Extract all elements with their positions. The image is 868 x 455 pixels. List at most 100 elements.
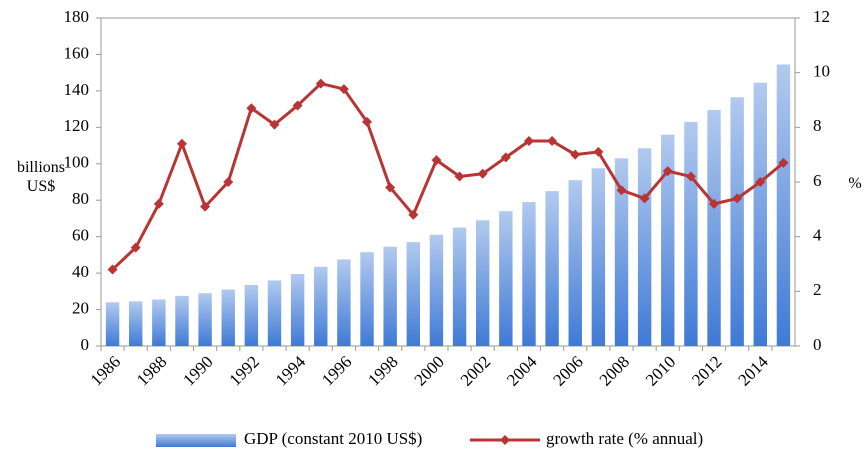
y-tick-label: 120 — [64, 116, 90, 135]
line-marker — [130, 242, 141, 253]
bar — [776, 64, 791, 346]
y-tick-label: 20 — [72, 298, 89, 317]
line-marker — [570, 149, 581, 160]
y2-tick-label: 12 — [813, 7, 830, 26]
line-marker — [500, 152, 511, 163]
x-tick-label: 2012 — [688, 352, 725, 389]
y2-axis-title: % — [848, 175, 862, 192]
line-marker — [315, 78, 326, 89]
line-marker — [523, 136, 534, 146]
legend-label: growth rate (% annual) — [546, 429, 703, 448]
y-tick-label: 100 — [64, 153, 90, 172]
bar — [591, 168, 606, 346]
line-marker — [200, 201, 211, 212]
y2-tick-label: 4 — [813, 226, 822, 245]
line-marker — [153, 198, 164, 209]
line-marker — [709, 198, 720, 209]
x-tick-label: 1994 — [272, 352, 310, 390]
line-marker — [292, 100, 303, 111]
bar — [730, 97, 744, 347]
y2-tick-label: 8 — [813, 116, 822, 135]
bar — [661, 134, 675, 346]
line-marker — [246, 103, 257, 114]
x-tick-label: 2002 — [457, 352, 494, 389]
bar — [452, 227, 467, 346]
bar — [198, 293, 212, 346]
x-tick-label: 2000 — [411, 352, 448, 389]
y-tick-label: 80 — [72, 189, 89, 208]
x-tick-label: 1996 — [318, 352, 355, 389]
x-tick-label: 2014 — [734, 352, 772, 390]
bar — [499, 211, 513, 346]
line-marker — [223, 177, 234, 187]
line-marker — [338, 84, 349, 95]
y2-tick-label: 2 — [813, 280, 822, 299]
legend-label: GDP (constant 2010 US$) — [244, 429, 422, 448]
bar — [314, 266, 328, 346]
line-marker — [593, 146, 604, 157]
bar — [545, 191, 559, 346]
line-marker — [547, 136, 558, 146]
y-tick-label: 60 — [72, 226, 89, 245]
y-tick-label: 140 — [64, 80, 90, 99]
bar — [429, 234, 444, 346]
x-tick-label: 1998 — [364, 352, 401, 389]
line-marker — [362, 116, 373, 127]
y-tick-label: 160 — [64, 43, 90, 62]
bar — [637, 148, 652, 346]
x-tick-label: 2008 — [596, 352, 633, 389]
line-marker — [454, 171, 465, 182]
x-tick-label: 2004 — [503, 352, 541, 390]
y2-tick-label: 10 — [813, 62, 830, 81]
x-tick-label: 1986 — [87, 352, 124, 389]
line-marker — [477, 168, 488, 179]
bar — [522, 202, 536, 346]
bar — [152, 299, 166, 346]
line-marker — [639, 193, 650, 204]
x-tick-label: 1988 — [133, 352, 170, 389]
bar — [221, 289, 235, 346]
bar — [684, 121, 698, 346]
bar — [383, 246, 397, 346]
line-marker — [732, 193, 743, 204]
bar — [568, 180, 582, 346]
line-marker — [662, 166, 673, 177]
line-marker — [107, 264, 118, 275]
legend-swatch — [156, 434, 236, 447]
y-axis-title: billions US$ — [16, 159, 65, 195]
line-marker — [385, 182, 396, 193]
bar — [244, 284, 259, 346]
bar — [614, 158, 629, 346]
bar — [290, 274, 305, 346]
bar — [128, 301, 143, 346]
line-marker — [778, 157, 789, 168]
line-marker — [755, 177, 766, 187]
line — [111, 82, 785, 271]
y2-tick-label: 6 — [813, 171, 822, 190]
x-tick-label: 1992 — [225, 352, 262, 389]
y-tick-label: 40 — [72, 262, 89, 281]
bar — [360, 252, 374, 346]
bar — [475, 220, 490, 346]
x-tick-label: 2010 — [642, 352, 679, 389]
y-tick-label: 0 — [81, 335, 90, 354]
line-marker — [431, 155, 442, 166]
legend-marker — [500, 435, 510, 445]
line-marker — [408, 209, 419, 220]
line-marker — [176, 138, 187, 149]
bar — [267, 280, 282, 346]
bar — [707, 110, 721, 347]
x-tick-label: 1990 — [179, 352, 216, 389]
bar — [337, 259, 351, 346]
bar — [175, 295, 189, 346]
y-tick-label: 180 — [64, 7, 90, 26]
line-marker — [685, 171, 696, 182]
bar — [105, 302, 120, 346]
x-tick-label: 2006 — [549, 352, 586, 389]
bar — [406, 242, 421, 346]
y2-tick-label: 0 — [813, 335, 822, 354]
line-marker — [616, 185, 627, 196]
line-marker — [269, 119, 280, 130]
